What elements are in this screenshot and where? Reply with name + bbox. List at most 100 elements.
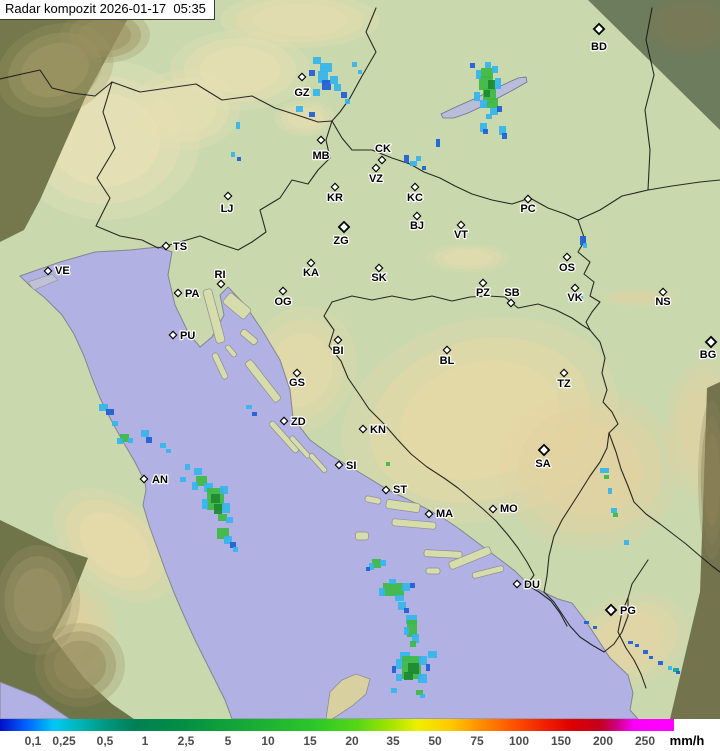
radar-echo [196, 476, 207, 486]
radar-echo [389, 579, 396, 584]
radar-echo [419, 656, 427, 665]
mountain-patch [253, 3, 347, 37]
radar-echo [322, 80, 331, 90]
title-bar: Radar kompozit 2026-01-17 05:35 [0, 0, 215, 20]
radar-echo [404, 608, 409, 613]
radar-echo [487, 98, 498, 108]
mountain-patch [79, 512, 151, 578]
radar-echo [485, 62, 491, 68]
radar-echo [635, 644, 639, 647]
terrain-streak [53, 640, 107, 690]
city-BD: BD [590, 22, 608, 54]
border-line [95, 81, 159, 249]
city-BL: BL [438, 345, 456, 368]
radar-echo [502, 133, 507, 139]
city-VK: VK [566, 283, 584, 305]
radar-echo [410, 641, 416, 647]
radar-echo [410, 583, 415, 588]
radar-echo [141, 430, 149, 437]
city-label-TS: TS [173, 241, 187, 253]
border-line [617, 559, 649, 689]
island [471, 565, 505, 579]
radar-echo [416, 690, 423, 695]
radar-echo [658, 661, 663, 665]
legend-tick: 250 [634, 734, 656, 748]
border-line [157, 120, 333, 251]
city-TS: TS [161, 240, 188, 254]
city-marker-OS [562, 252, 572, 262]
city-BJ: BJ [409, 211, 425, 233]
radar-echo [214, 504, 222, 514]
city-marker-MO [488, 504, 498, 514]
mountain-patch [49, 93, 161, 187]
legend-tick: 150 [550, 734, 572, 748]
city-marker-VT [456, 220, 466, 230]
city-label-MA: MA [436, 508, 453, 520]
border-line [323, 301, 568, 627]
radar-echo [226, 517, 233, 523]
city-marker-BD-radar-site [592, 22, 606, 36]
radar-echo [372, 559, 381, 568]
legend-tick: 100 [508, 734, 530, 748]
city-marker-TZ [559, 368, 569, 378]
city-label-KA: KA [303, 267, 319, 279]
radar-echo [499, 126, 506, 135]
legend-tick: 200 [592, 734, 614, 748]
city-KC: KC [406, 182, 424, 205]
radar-echo [194, 468, 202, 475]
city-marker-LJ [223, 191, 233, 201]
radar-echo [160, 443, 166, 448]
radar-echo [222, 503, 230, 513]
city-marker-GS [292, 368, 302, 378]
island [202, 288, 226, 344]
radar-echo [217, 528, 229, 539]
city-marker-BL [442, 345, 452, 355]
radar-echo [252, 412, 257, 416]
radar-echo [166, 449, 171, 453]
city-label-SK: SK [371, 272, 386, 284]
radar-echo [391, 688, 397, 693]
city-label-GZ: GZ [294, 87, 310, 99]
radar-echo [117, 438, 123, 444]
radar-echo [410, 161, 417, 166]
city-TZ: TZ [556, 368, 572, 391]
radar-echo [624, 540, 629, 545]
gargano-peninsula [325, 673, 371, 719]
radar-echo [380, 560, 386, 566]
radar-echo [120, 434, 129, 442]
radar-echo [237, 157, 241, 161]
island [364, 495, 382, 505]
radar-echo [204, 483, 213, 492]
city-CK: CK [374, 142, 392, 165]
city-label-KN: KN [370, 424, 386, 436]
city-marker-OG [278, 286, 288, 296]
radar-echo [673, 668, 679, 672]
city-marker-BJ [412, 211, 422, 221]
radar-echo [497, 106, 502, 112]
city-label-VK: VK [567, 292, 582, 304]
legend-colorbar-row [0, 719, 720, 731]
city-GS: GS [288, 368, 306, 390]
city-PZ: PZ [475, 278, 492, 300]
city-label-TZ: TZ [557, 378, 571, 390]
city-label-OS: OS [559, 262, 575, 274]
radar-echo [309, 112, 315, 117]
radar-echo [643, 650, 648, 654]
city-marker-ST [381, 485, 391, 495]
terrain-streak [13, 568, 63, 632]
radar-echo [106, 409, 114, 415]
city-SI: SI [334, 459, 358, 473]
city-ZD: ZD [279, 415, 307, 429]
radar-echo [398, 602, 406, 610]
city-label-BI: BI [333, 345, 344, 357]
city-marker-KA [306, 258, 316, 268]
city-marker-SI [334, 460, 344, 470]
city-NS: NS [654, 287, 672, 309]
radar-echo [404, 672, 413, 680]
radar-echo [611, 508, 617, 513]
radar-echo [386, 462, 390, 466]
radar-echo [474, 92, 480, 101]
radar-echo [428, 651, 437, 658]
legend-tick: 5 [224, 734, 232, 748]
city-marker-KN [358, 424, 368, 434]
